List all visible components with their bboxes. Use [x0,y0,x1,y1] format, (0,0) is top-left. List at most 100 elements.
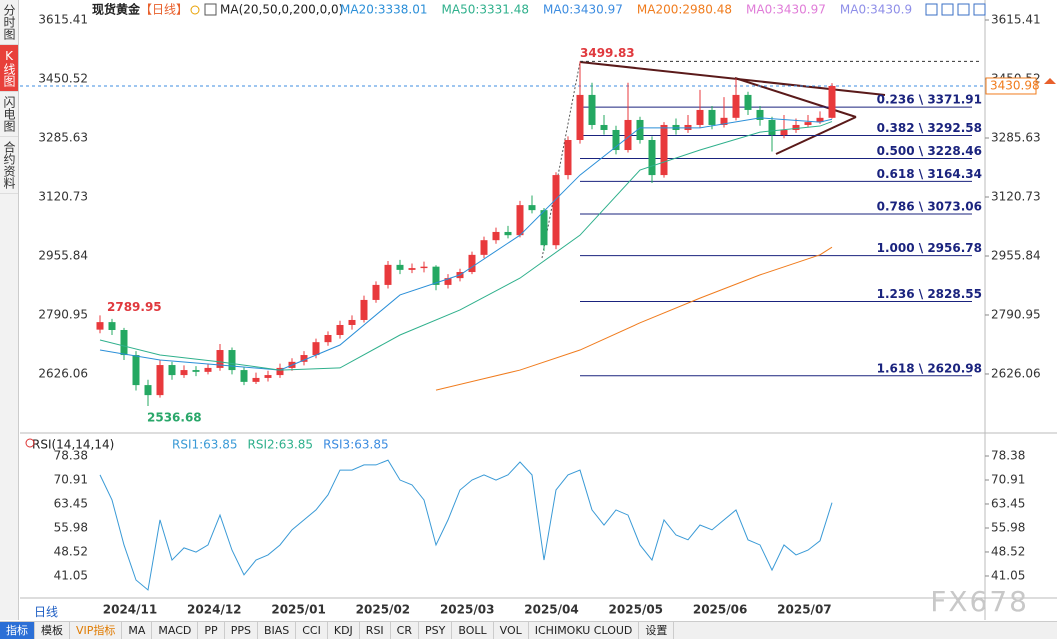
toolbar-item[interactable]: VOL [494,622,529,639]
legend-item: MA200:2980.48 [637,3,732,17]
candle-body [192,370,200,372]
tool-icon[interactable] [941,3,954,16]
toolbar-item[interactable]: ICHIMOKU CLOUD [529,622,640,639]
y-tick-label-left: 3615.41 [38,12,88,26]
candle-body [228,350,236,371]
candle-body [540,210,548,246]
toolbar-item[interactable]: MA [122,622,153,639]
candle-body [156,365,164,396]
x-tick-label: 2025/03 [440,603,494,617]
toolbar-item[interactable]: MACD [152,622,199,639]
rsi-icon[interactable] [25,438,35,448]
toolbar-item[interactable]: PP [198,622,225,639]
toolbar-item[interactable]: 模板 [35,622,70,639]
legend-item: RSI2:63.85 [248,438,314,452]
candle-body [144,385,152,396]
expand-icon[interactable] [1044,78,1056,84]
y-tick-label-left: 3285.63 [38,130,88,144]
tool-icon[interactable] [925,3,938,16]
y-tick-label: 78.38 [991,448,1025,462]
rsi-title: RSI(14,14,14) [32,438,114,452]
candle-body [504,231,512,236]
legend-item: MA0:3430.97 [543,3,623,17]
last-price-label: 3430.98 [990,78,1040,92]
legend-item: RSI1:63.85 [172,438,238,452]
toolbar-item[interactable]: 设置 [639,622,675,639]
y-tick-label-left: 55.98 [54,520,88,534]
candle-body [528,205,536,211]
candle-body [816,117,824,123]
fib-label: 0.382 \ 3292.58 [877,121,982,135]
y-tick-label-left: 48.52 [54,544,88,558]
candle-body [564,140,572,176]
candle-body [552,175,560,246]
legend-item: MA0:3430.97 [746,3,826,17]
x-tick-label: 2025/01 [271,603,325,617]
price-annotation: 2789.95 [107,300,162,314]
y-tick-label-left: 70.91 [54,473,88,487]
x-tick-label: 2025/05 [609,603,663,617]
y-tick-label: 2790.95 [991,307,1041,321]
candle-body [780,129,788,135]
candle-body [432,266,440,285]
sidebar: 分时图 K线图 闪电图 合约资料 [0,0,19,620]
tool-icon[interactable] [957,3,970,16]
toolbar-item[interactable]: VIP指标 [70,622,123,639]
tool-icon[interactable] [973,3,986,16]
y-tick-label-left: 63.45 [54,496,88,510]
toolbar: 指标 模板 VIP指标 MA MACD PP PPS BIAS CCI KDJ RSI CR PSY BO… [0,621,1057,639]
y-tick-label-left: 41.05 [54,568,88,582]
candle-body [204,367,212,372]
period-button[interactable]: 日线 [34,605,59,619]
y-tick-label-left: 3120.73 [38,189,88,203]
toolbar-item[interactable]: 指标 [0,622,35,639]
candle-body [120,329,128,356]
candle-body [660,124,668,176]
indicator-icon[interactable] [204,3,217,16]
toolbar-item[interactable]: PSY [419,622,453,639]
candle-body [708,109,716,125]
toolbar-item[interactable]: CCI [296,622,328,639]
candle-body [324,335,332,343]
candle-body [588,94,596,125]
toolbar-item[interactable]: KDJ [328,622,360,639]
candle-body [312,342,320,356]
toolbar-item[interactable]: BIAS [258,622,297,639]
candle-body [180,370,188,376]
candle-body [240,370,248,382]
settings-icon[interactable] [190,5,200,15]
toolbar-item[interactable]: CR [391,622,419,639]
toolbar-item[interactable]: PPS [225,622,258,639]
candle-body [396,264,404,270]
y-tick-label: 48.52 [991,544,1025,558]
x-tick-label: 2025/02 [356,603,410,617]
sidebar-tab[interactable]: K线图 [0,45,18,92]
ma-line [99,121,833,371]
legend-item: RSI3:63.85 [323,438,389,452]
candle-body [96,322,104,330]
fib-label: 1.618 \ 2620.98 [877,361,982,375]
last-price-box [985,77,1037,95]
y-tick-label: 3615.41 [991,12,1041,26]
toolbar-item[interactable]: RSI [360,622,391,639]
swing-line [541,61,581,259]
legend-item: MA20:3338.01 [340,3,428,17]
candle-body [276,367,284,376]
candle-body [480,240,488,255]
candle-body [492,231,500,241]
toolbar-item[interactable]: BOLL [452,622,494,639]
x-tick-label: 2025/07 [777,603,831,617]
sidebar-tab[interactable]: 合约资料 [0,137,18,194]
sidebar-tab[interactable]: 闪电图 [0,92,18,137]
sidebar-tab[interactable]: 分时图 [0,0,18,45]
legend-item: MA0:3430.9 [840,3,912,17]
candle-body [420,266,428,269]
candle-body [336,324,344,336]
y-tick-label: 70.91 [991,473,1025,487]
candle-body [756,109,764,120]
candle-body [804,122,812,125]
watermark: FX678 [930,585,1029,618]
x-tick-label: 2025/06 [693,603,747,617]
candle-body [360,299,368,320]
